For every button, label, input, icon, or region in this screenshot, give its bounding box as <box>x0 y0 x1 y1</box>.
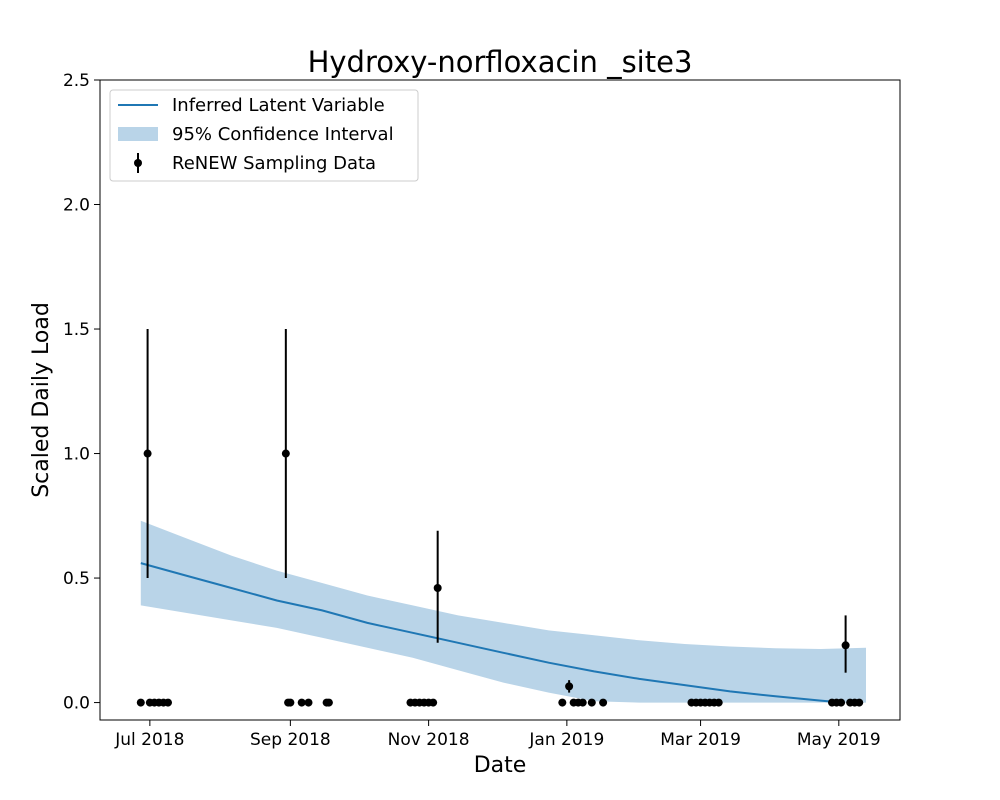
sampling-point <box>841 641 850 650</box>
sampling-point <box>297 698 306 707</box>
x-tick-label: Jul 2018 <box>114 730 184 750</box>
confidence-band <box>140 520 867 703</box>
y-tick-label: 2.0 <box>63 196 90 216</box>
sampling-points-layer <box>136 329 864 707</box>
sampling-point <box>136 698 145 707</box>
sampling-point <box>714 698 723 707</box>
y-axis-title: Scaled Daily Load <box>29 302 54 498</box>
sampling-point <box>304 698 313 707</box>
sampling-point <box>599 698 608 707</box>
latent-variable-line <box>140 562 844 704</box>
legend-box <box>109 89 419 182</box>
x-axis-ticks: Jul 2018 Sep 2018 Nov 2018 Jan 2019 Mar 2019… <box>114 720 881 750</box>
y-tick-label: 1.0 <box>63 445 90 465</box>
sampling-point <box>558 698 567 707</box>
sampling-point <box>587 698 596 707</box>
sampling-point <box>837 698 846 707</box>
chart-title: Hydroxy-norfloxacin _site3 <box>308 45 693 79</box>
sampling-point <box>855 698 864 707</box>
x-tick-label: Nov 2018 <box>388 730 470 750</box>
legend-band-swatch <box>118 127 158 141</box>
y-tick-label: 0.0 <box>63 694 90 714</box>
y-tick-label: 0.5 <box>63 569 90 589</box>
sampling-point <box>433 584 442 593</box>
y-tick-label: 2.5 <box>63 71 90 91</box>
legend-label-sampling: ReNEW Sampling Data <box>172 153 376 174</box>
sampling-point <box>324 698 333 707</box>
sampling-point <box>286 698 295 707</box>
y-tick-label: 1.5 <box>63 320 90 340</box>
confidence-band-layer <box>140 520 867 703</box>
sampling-point <box>565 682 574 691</box>
x-tick-label: Jan 2019 <box>528 730 604 750</box>
x-tick-label: Mar 2019 <box>660 730 741 750</box>
sampling-point <box>163 698 172 707</box>
plot-frame <box>99 79 901 721</box>
latent-line-layer <box>140 562 844 704</box>
legend-label-band: 95% Confidence Interval <box>172 124 394 145</box>
sampling-point <box>281 449 290 458</box>
x-tick-label: Sep 2018 <box>250 730 331 750</box>
sampling-point <box>143 449 152 458</box>
legend: Inferred Latent Variable 95% Confidence … <box>109 89 419 182</box>
sampling-point <box>578 698 587 707</box>
x-axis-title: Date <box>474 753 527 778</box>
legend-label-latent: Inferred Latent Variable <box>172 95 385 116</box>
sampling-point <box>429 698 438 707</box>
x-tick-label: May 2019 <box>797 730 881 750</box>
y-axis-ticks: 0.0 0.5 1.0 1.5 2.0 2.5 <box>63 71 100 714</box>
legend-point-swatch <box>134 159 142 167</box>
